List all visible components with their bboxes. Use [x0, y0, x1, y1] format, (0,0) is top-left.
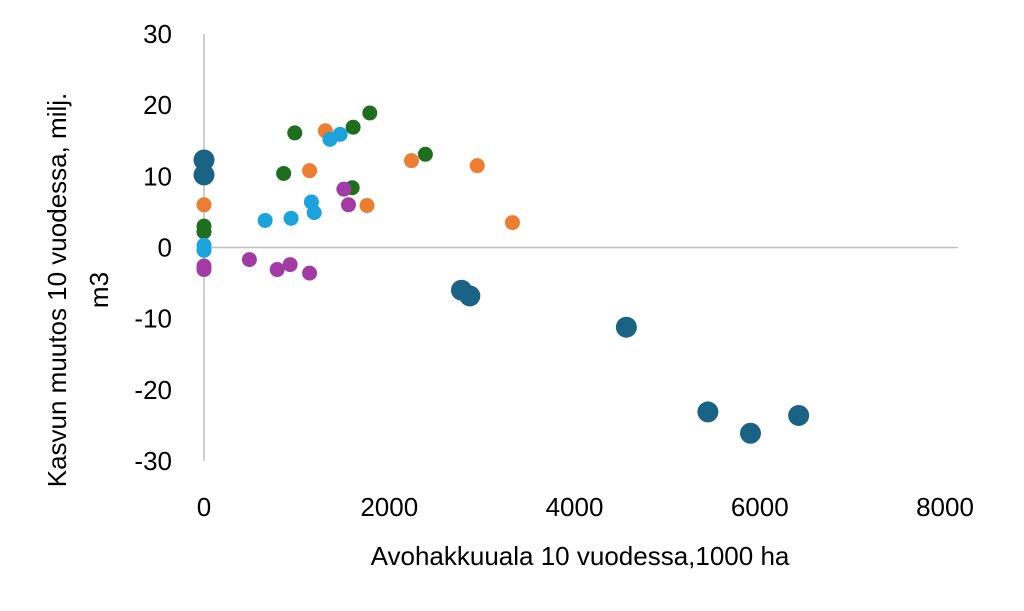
- data-point-series-1: [615, 316, 637, 338]
- data-point-series-3: [345, 119, 361, 135]
- data-point-series-2: [504, 215, 520, 231]
- data-point-series-5: [302, 265, 318, 281]
- data-point-series-3: [287, 125, 303, 141]
- y-tick-label: -10: [134, 304, 172, 334]
- data-point-series-5: [269, 262, 285, 278]
- data-point-series-4: [306, 205, 322, 221]
- data-point-series-5: [282, 257, 298, 273]
- data-point-series-1: [193, 164, 215, 186]
- y-tick-labels: 30 20 10 0 -10 -20 -30: [134, 19, 172, 476]
- y-tick-label: 20: [143, 90, 172, 120]
- data-point-series-4: [196, 242, 212, 258]
- x-axis-title: Avohakkuuala 10 vuodessa,1000 ha: [371, 541, 790, 571]
- x-tick-label: 6000: [731, 492, 789, 522]
- data-point-series-2: [359, 198, 375, 214]
- y-tick-label: -30: [134, 446, 172, 476]
- data-point-series-2: [469, 158, 485, 174]
- data-point-series-2: [403, 153, 419, 169]
- data-point-series-4: [283, 210, 299, 226]
- y-tick-label: 0: [158, 233, 172, 263]
- y-tick-label: 30: [143, 19, 172, 49]
- data-point-series-2: [196, 197, 212, 213]
- data-point-series-5: [336, 181, 352, 197]
- data-point-series-2: [302, 163, 318, 179]
- data-point-series-3: [362, 105, 378, 121]
- data-point-series-5: [340, 197, 356, 213]
- axes: [203, 34, 958, 461]
- y-tick-label: 10: [143, 161, 172, 191]
- data-point-series-3: [276, 165, 292, 181]
- data-point-series-3: [417, 146, 433, 162]
- data-point-series-4: [257, 212, 273, 228]
- data-point-series-3: [196, 224, 212, 240]
- x-tick-label: 0: [197, 492, 211, 522]
- y-tick-label: -20: [134, 375, 172, 405]
- x-tick-label: 8000: [916, 492, 974, 522]
- data-point-series-1: [459, 285, 481, 307]
- data-point-series-1: [193, 149, 215, 171]
- data-point-series-1: [788, 404, 810, 426]
- data-point-series-1: [739, 422, 761, 444]
- x-tick-label: 2000: [360, 492, 418, 522]
- data-point-series-5: [241, 252, 257, 268]
- x-tick-label: 4000: [546, 492, 604, 522]
- y-axis-title-line2: m3: [84, 272, 114, 308]
- data-points: [193, 105, 810, 444]
- x-tick-labels: 0 2000 4000 6000 8000: [197, 492, 974, 522]
- y-axis-title: Kasvun muutos 10 vuodessa, milj. m3: [42, 93, 114, 488]
- y-axis-title-line1: Kasvun muutos 10 vuodessa, milj.: [42, 93, 72, 488]
- data-point-series-1: [697, 401, 719, 423]
- data-point-series-5: [196, 262, 212, 278]
- data-point-series-4: [332, 126, 348, 142]
